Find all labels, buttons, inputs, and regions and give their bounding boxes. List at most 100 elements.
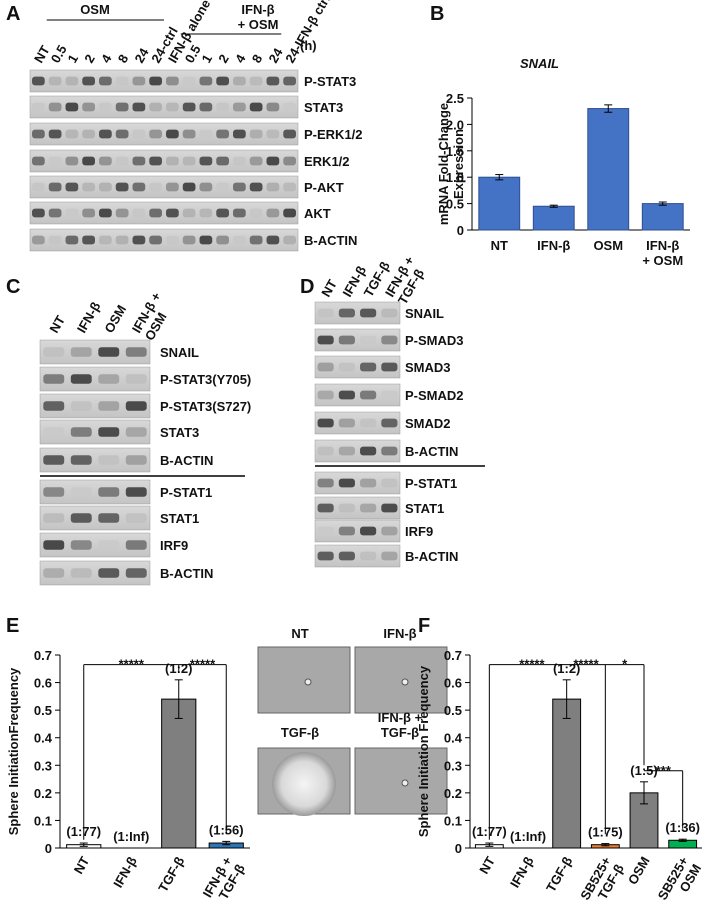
y-tick-label: 0.2: [444, 786, 462, 801]
ratio-label: (1:Inf): [113, 829, 149, 844]
band: [283, 235, 296, 245]
band: [48, 129, 62, 139]
band: [166, 208, 179, 218]
bar: [161, 698, 197, 849]
band: [32, 102, 45, 112]
band: [338, 551, 355, 561]
bar: [478, 176, 521, 231]
y-tick-label: 0.5: [446, 197, 464, 212]
y-tick-label: 0.4: [34, 731, 53, 746]
band: [43, 487, 65, 497]
y-tick-label: 0.1: [34, 813, 52, 828]
band: [283, 182, 296, 192]
band: [317, 418, 334, 428]
blot-strip: [29, 228, 299, 252]
band: [166, 182, 179, 192]
band: [182, 208, 196, 218]
band: [182, 76, 196, 86]
band: [115, 76, 129, 86]
band: [70, 540, 92, 550]
significance: *****: [119, 657, 145, 672]
band: [216, 208, 229, 218]
row-label: P-AKT: [304, 180, 344, 195]
y-axis-label: Sphere Initiation Frequency: [416, 665, 431, 837]
x-tick-label: NT: [71, 854, 93, 877]
band: [216, 235, 229, 245]
band: [317, 478, 334, 488]
significance: *: [622, 657, 628, 672]
band: [338, 526, 355, 536]
band: [48, 102, 62, 112]
band: [249, 235, 263, 245]
band: [360, 362, 377, 372]
band: [266, 129, 280, 139]
band: [43, 513, 65, 523]
band: [360, 478, 377, 488]
blot-strip: [29, 122, 299, 146]
blot-strip: [29, 201, 299, 225]
band: [82, 182, 95, 192]
band: [32, 235, 45, 245]
row-label: SMAD3: [405, 360, 451, 375]
band: [65, 182, 79, 192]
band: [317, 551, 334, 561]
band: [233, 156, 246, 166]
band: [266, 156, 280, 166]
band: [82, 156, 95, 166]
y-tick-label: 0.3: [34, 758, 52, 773]
band: [149, 102, 162, 112]
image-label: IFN-β: [383, 626, 416, 641]
row-label: STAT3: [160, 425, 199, 440]
row-label: P-ERK1/2: [304, 127, 363, 142]
band: [149, 129, 162, 139]
band: [98, 347, 120, 357]
y-tick-label: 0: [45, 841, 52, 856]
band: [132, 129, 146, 139]
band: [115, 235, 129, 245]
band: [115, 129, 129, 139]
x-tick-label: NT: [491, 238, 508, 253]
x-tick-label: OSM: [593, 238, 623, 253]
band: [98, 540, 120, 550]
x-tick-label: IFN-β: [507, 854, 537, 890]
y-tick-label: 2.0: [446, 117, 464, 132]
band: [266, 208, 280, 218]
band: [166, 235, 179, 245]
y-tick-label: 0.7: [444, 648, 462, 663]
band: [249, 102, 263, 112]
band: [43, 374, 65, 384]
band: [98, 513, 120, 523]
band: [233, 102, 246, 112]
row-label: STAT1: [405, 501, 444, 516]
panel-letter: C: [6, 276, 20, 298]
y-axis-label: mRNA Fold-ChangeExpression: [436, 103, 466, 225]
blot-strip: [314, 496, 401, 520]
micrograph: [354, 747, 448, 815]
band: [70, 427, 92, 437]
band: [199, 129, 213, 139]
band: [70, 487, 92, 497]
row-label: B-ACTIN: [160, 453, 213, 468]
band: [182, 156, 196, 166]
cell: [401, 678, 409, 686]
band: [32, 208, 45, 218]
band: [317, 526, 334, 536]
band: [98, 427, 120, 437]
band: [381, 390, 398, 400]
blot-strip: [29, 175, 299, 199]
band: [48, 235, 62, 245]
band: [216, 76, 229, 86]
band: [98, 374, 120, 384]
panel-letter: B: [430, 3, 444, 25]
blot-strip: [314, 328, 401, 352]
band: [381, 335, 398, 345]
lane-label: IFN-β +OSM: [129, 289, 177, 343]
band: [125, 374, 147, 384]
blot-strip: [314, 439, 401, 463]
band: [360, 551, 377, 561]
band: [99, 76, 112, 86]
row-label: B-ACTIN: [405, 444, 458, 459]
band: [125, 401, 147, 411]
cell: [304, 678, 312, 686]
